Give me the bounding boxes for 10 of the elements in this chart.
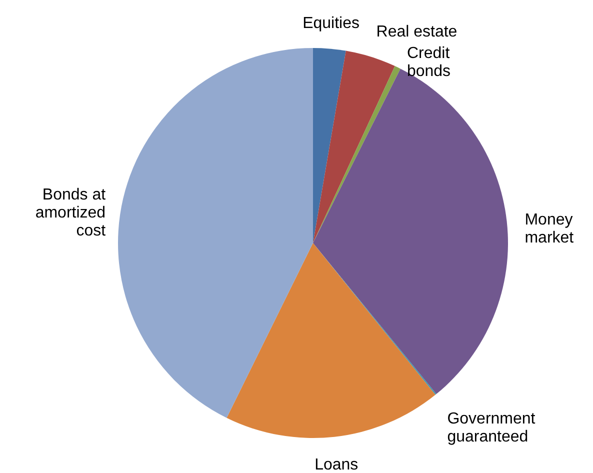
- slice-label: Government guaranteed: [447, 410, 536, 446]
- slice-label: Loans: [314, 456, 358, 473]
- pie-slice: [226, 243, 436, 438]
- slice-label: Real estate: [376, 24, 458, 41]
- pie-slice: [118, 48, 313, 418]
- slice-label: Credit bonds: [406, 44, 451, 80]
- pie-slice: [313, 48, 346, 243]
- slice-label: Equities: [302, 14, 360, 32]
- slice-label: Bonds at amortized cost: [35, 186, 106, 240]
- slice-label: Money market: [524, 212, 574, 247]
